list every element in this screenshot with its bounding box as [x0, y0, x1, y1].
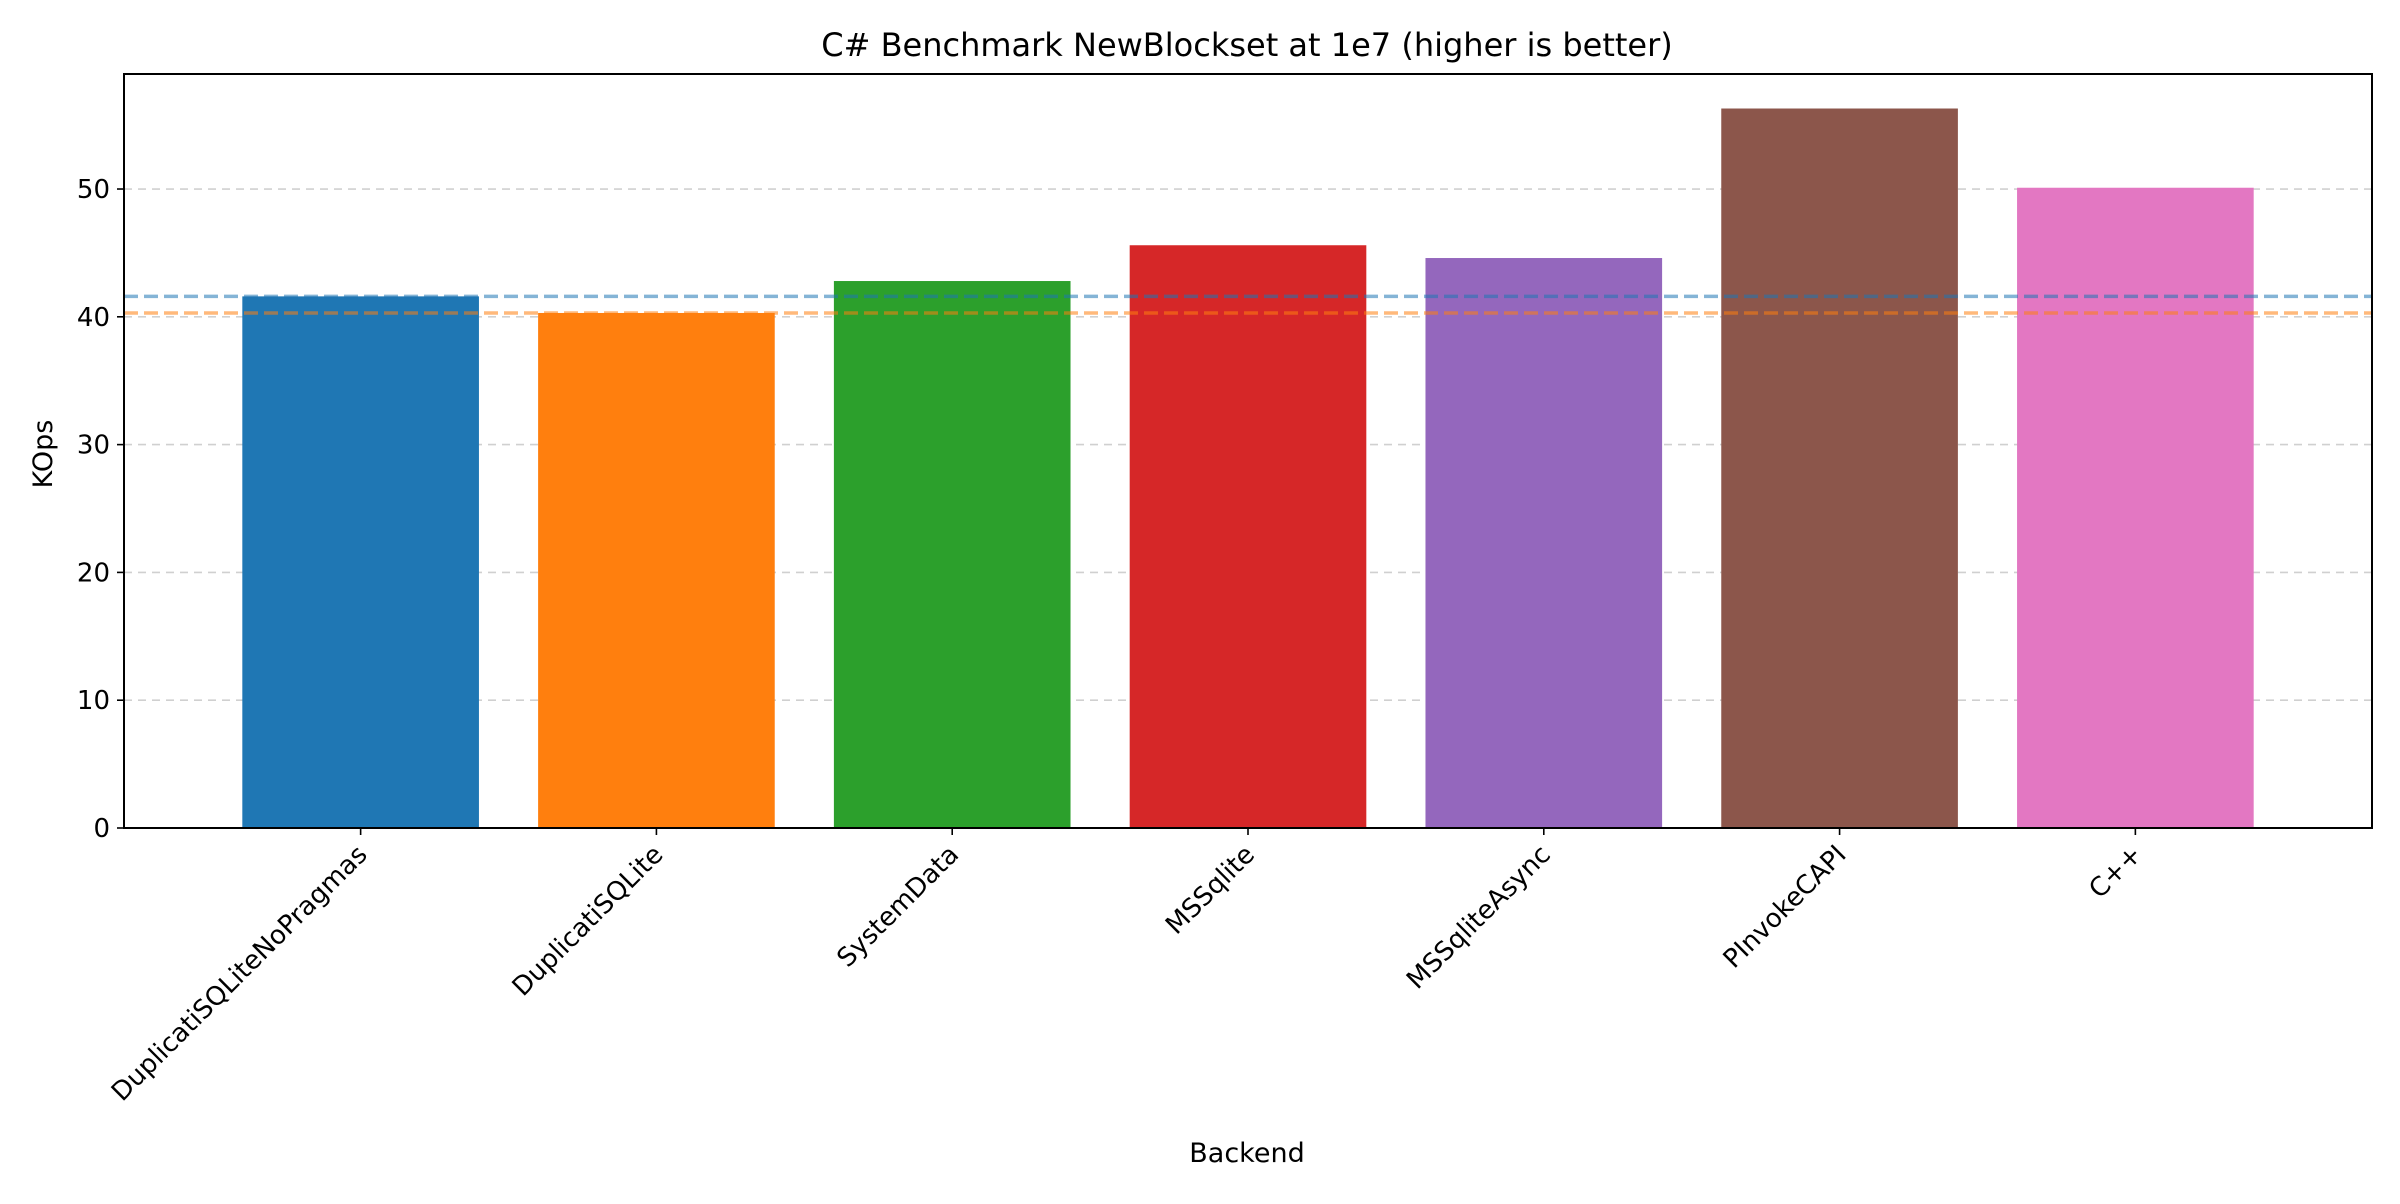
- reference-lines: [124, 294, 2372, 315]
- bar: [242, 296, 479, 828]
- chart-title: C# Benchmark NewBlockset at 1e7 (higher …: [821, 26, 1673, 64]
- bar: [1425, 258, 1663, 829]
- y-tick-label: 50: [77, 175, 110, 205]
- y-tick-label: 0: [93, 814, 110, 844]
- y-tick-label: 40: [77, 303, 110, 333]
- bar: [538, 312, 775, 828]
- y-axis-label: KOps: [28, 420, 59, 489]
- bar: [1721, 108, 1958, 829]
- y-tick-label: 20: [77, 558, 110, 588]
- x-axis-label: Backend: [1189, 1138, 1304, 1169]
- bar: [833, 281, 1071, 828]
- y-tick-label: 10: [77, 686, 110, 716]
- bar: [2017, 187, 2254, 828]
- y-tick-label: 30: [77, 431, 110, 461]
- bars: [242, 108, 2254, 829]
- y-axis-ticks: 0 10 20 30 40 50: [77, 175, 124, 844]
- bar: [1129, 245, 1367, 829]
